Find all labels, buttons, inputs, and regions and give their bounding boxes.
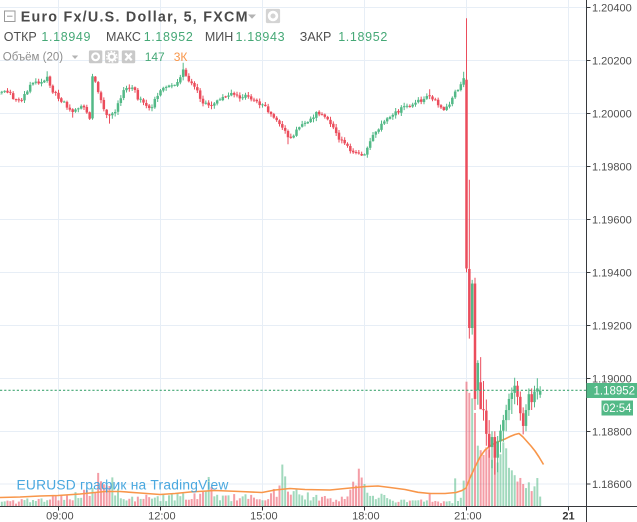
svg-text:1.20400: 1.20400 [592, 3, 632, 15]
svg-text:147: 147 [145, 50, 165, 64]
svg-text:ОТКР: ОТКР [4, 30, 37, 44]
svg-text:МАКС: МАКС [106, 30, 141, 44]
svg-text:МИН: МИН [205, 30, 233, 44]
svg-text:1.20200: 1.20200 [592, 56, 632, 68]
svg-text:02:54: 02:54 [603, 403, 632, 415]
svg-text:1.18952: 1.18952 [144, 30, 194, 44]
svg-text:21: 21 [562, 511, 574, 522]
svg-text:1.19000: 1.19000 [592, 373, 632, 385]
svg-text:ЗАКР: ЗАКР [300, 30, 332, 44]
svg-text:1.19600: 1.19600 [592, 215, 632, 227]
svg-text:1.20000: 1.20000 [592, 109, 632, 121]
svg-text:1.18600: 1.18600 [592, 479, 632, 491]
svg-text:Euro Fx/U.S. Dollar, 5, FXCM: Euro Fx/U.S. Dollar, 5, FXCM [21, 10, 249, 26]
svg-text:1.18952: 1.18952 [594, 386, 636, 398]
svg-text:21:00: 21:00 [454, 511, 482, 522]
svg-text:Объём (20): Объём (20) [3, 52, 63, 64]
svg-text:1.18800: 1.18800 [592, 426, 632, 438]
svg-text:15:00: 15:00 [250, 511, 278, 522]
svg-text:1.19200: 1.19200 [592, 320, 632, 332]
svg-text:3К: 3К [174, 50, 188, 64]
svg-text:1.18952: 1.18952 [338, 30, 388, 44]
svg-text:1.18943: 1.18943 [236, 30, 286, 44]
svg-text:12:00: 12:00 [148, 511, 176, 522]
svg-text:1.18949: 1.18949 [41, 30, 91, 44]
svg-text:1.19400: 1.19400 [592, 267, 632, 279]
svg-text:09:00: 09:00 [46, 511, 74, 522]
svg-text:1.19800: 1.19800 [592, 162, 632, 174]
svg-text:EURUSD график на TradingView: EURUSD график на TradingView [17, 478, 229, 493]
svg-text:18:00: 18:00 [352, 511, 380, 522]
